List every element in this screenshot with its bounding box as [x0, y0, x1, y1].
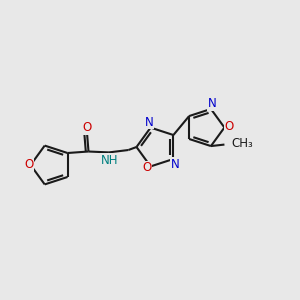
Text: O: O [25, 158, 34, 172]
Text: N: N [208, 97, 216, 110]
Text: O: O [142, 161, 152, 174]
Text: O: O [224, 120, 233, 134]
Text: N: N [170, 158, 179, 171]
Text: O: O [82, 121, 91, 134]
Text: CH₃: CH₃ [231, 137, 253, 151]
Text: NH: NH [101, 154, 118, 167]
Text: N: N [145, 116, 154, 129]
